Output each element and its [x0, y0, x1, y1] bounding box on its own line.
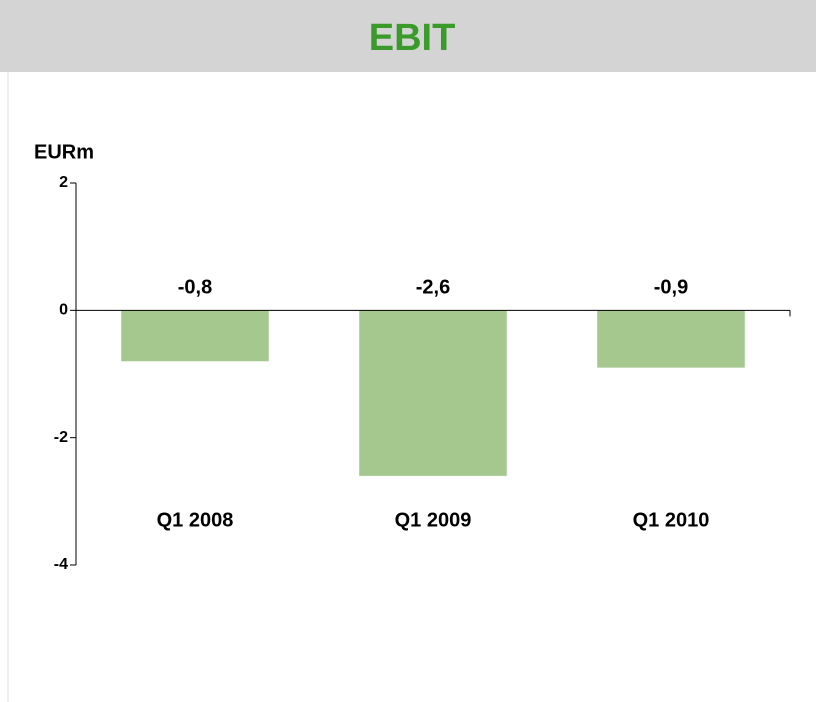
y-tick-label: 2 — [59, 174, 68, 191]
bar — [121, 310, 269, 362]
x-tick-label: Q1 2008 — [157, 509, 234, 531]
header-band — [0, 0, 816, 72]
value-label: -2,6 — [416, 277, 450, 299]
x-tick-label: Q1 2010 — [633, 509, 710, 531]
value-label: -0,9 — [654, 277, 688, 299]
y-axis-label: EURm — [34, 141, 94, 163]
chart-title: EBIT — [369, 17, 456, 59]
x-tick-label: Q1 2009 — [395, 509, 472, 531]
y-tick-label: 0 — [59, 302, 68, 319]
bar — [359, 310, 507, 476]
y-tick-label: -4 — [54, 556, 68, 573]
value-label: -0,8 — [178, 277, 212, 299]
bar — [597, 310, 745, 368]
y-tick-label: -2 — [54, 429, 68, 446]
